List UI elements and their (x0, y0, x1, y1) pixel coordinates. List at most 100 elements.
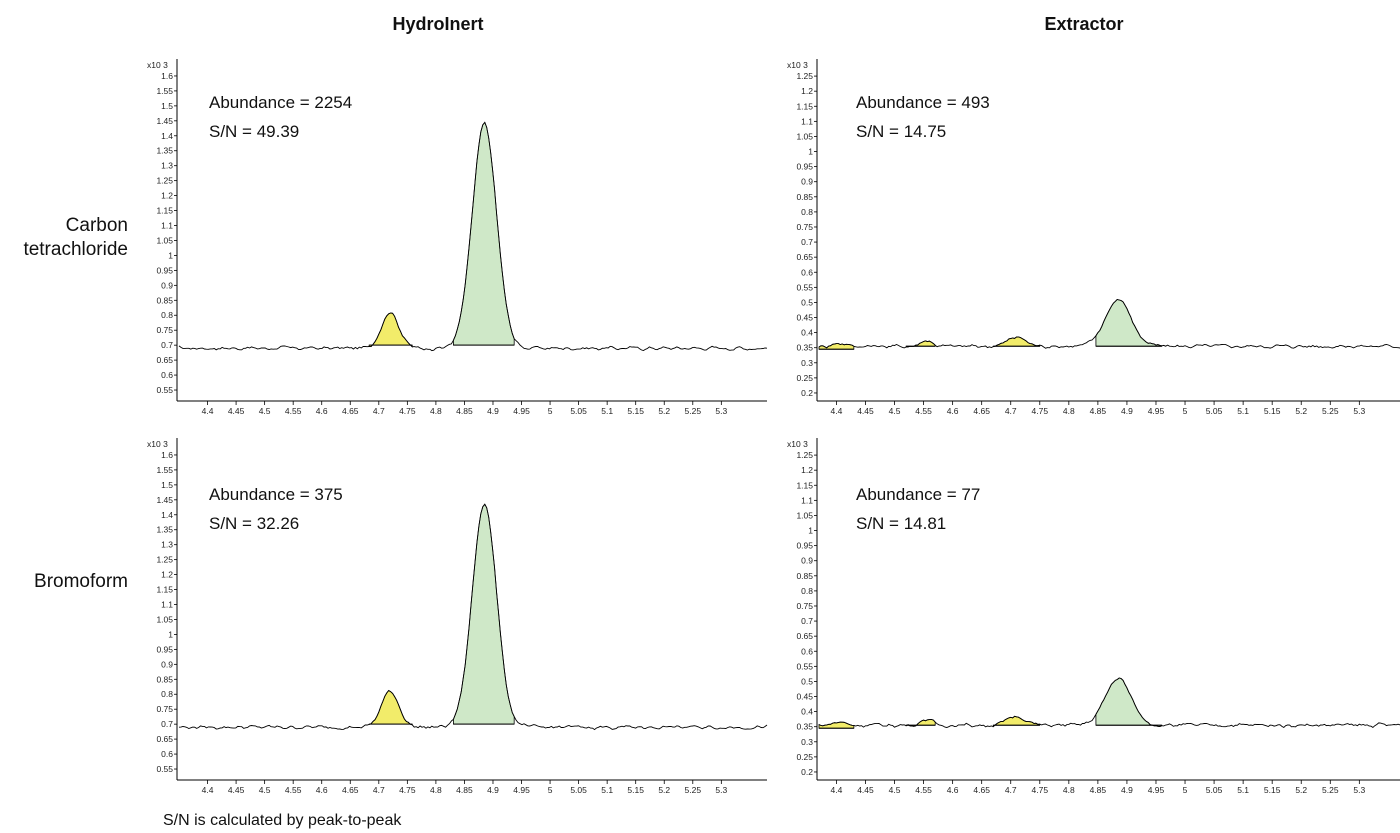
x-tick-label: 5 (548, 785, 553, 795)
y-tick-label: 1.2 (161, 570, 173, 580)
x-tick-label: 5.15 (1264, 406, 1281, 416)
x-tick-label: 5.3 (715, 785, 727, 795)
y-tick-label: 0.65 (156, 355, 173, 365)
row-label-bromoform: Bromoform (4, 570, 128, 594)
x-tick-label: 4.7 (373, 785, 385, 795)
y-tick-label: 0.8 (161, 689, 173, 699)
y-tick-label: 1.55 (156, 465, 173, 475)
x-tick-label: 4.9 (1121, 406, 1133, 416)
y-tick-label: 1.3 (161, 540, 173, 550)
y-tick-label: 1.55 (156, 86, 173, 96)
x-tick-label: 4.45 (228, 406, 245, 416)
y-tick-label: 1.4 (161, 131, 173, 141)
y-tick-label: 1 (808, 147, 813, 157)
x-tick-label: 4.7 (1005, 406, 1017, 416)
y-tick-label: 0.25 (796, 373, 813, 383)
abundance-label: Abundance = 77 (856, 480, 980, 509)
y-tick-label: 1.35 (156, 525, 173, 535)
x-tick-label: 4.55 (915, 785, 932, 795)
y-multiplier-label: x10 3 (147, 439, 168, 449)
x-tick-label: 4.9 (487, 406, 499, 416)
y-tick-label: 0.85 (156, 674, 173, 684)
x-tick-label: 4.7 (1005, 785, 1017, 795)
x-tick-label: 4.85 (1090, 406, 1107, 416)
x-tick-label: 5.2 (658, 406, 670, 416)
y-tick-label: 1.2 (161, 191, 173, 201)
x-tick-label: 5.1 (601, 406, 613, 416)
y-tick-label: 1.6 (161, 71, 173, 81)
y-tick-label: 1.45 (156, 116, 173, 126)
x-tick-label: 4.45 (857, 406, 874, 416)
y-tick-label: 1.4 (161, 510, 173, 520)
y-multiplier-label: x10 3 (147, 60, 168, 70)
y-tick-label: 0.9 (801, 177, 813, 187)
y-tick-label: 0.9 (801, 556, 813, 566)
y-tick-label: 0.7 (161, 340, 173, 350)
y-tick-label: 1.05 (796, 510, 813, 520)
y-tick-label: 0.65 (156, 734, 173, 744)
y-tick-label: 0.35 (796, 343, 813, 353)
y-tick-label: 1.2 (801, 86, 813, 96)
y-tick-label: 0.65 (796, 252, 813, 262)
y-multiplier-label: x10 3 (787, 60, 808, 70)
x-tick-label: 4.65 (342, 406, 359, 416)
y-tick-label: 0.4 (801, 328, 813, 338)
y-tick-label: 0.7 (161, 719, 173, 729)
y-tick-label: 0.5 (801, 297, 813, 307)
x-tick-label: 5.2 (1295, 785, 1307, 795)
y-tick-label: 1.5 (161, 480, 173, 490)
x-tick-label: 4.5 (259, 406, 271, 416)
minor-peak-area (369, 313, 412, 347)
x-tick-label: 5.3 (1353, 785, 1365, 795)
abundance-label: Abundance = 2254 (209, 88, 352, 117)
annotation-block: Abundance = 375 S/N = 32.26 (209, 480, 343, 538)
x-tick-label: 4.9 (487, 785, 499, 795)
x-tick-label: 4.6 (316, 785, 328, 795)
sn-label: S/N = 14.81 (856, 509, 980, 538)
y-tick-label: 0.55 (156, 764, 173, 774)
x-tick-label: 4.8 (430, 406, 442, 416)
y-tick-label: 1.5 (161, 101, 173, 111)
x-tick-label: 4.6 (316, 406, 328, 416)
annotation-block: Abundance = 493 S/N = 14.75 (856, 88, 990, 146)
x-tick-label: 5.05 (570, 785, 587, 795)
annotation-block: Abundance = 2254 S/N = 49.39 (209, 88, 352, 146)
y-tick-label: 0.3 (801, 737, 813, 747)
minor-peak-area (993, 337, 1040, 347)
y-tick-label: 1.15 (796, 101, 813, 111)
x-tick-label: 4.8 (1063, 406, 1075, 416)
x-tick-label: 4.5 (889, 406, 901, 416)
y-tick-label: 1.35 (156, 146, 173, 156)
y-tick-label: 1.1 (161, 221, 173, 231)
x-tick-label: 4.5 (259, 785, 271, 795)
y-tick-label: 0.8 (801, 207, 813, 217)
x-tick-label: 4.7 (373, 406, 385, 416)
x-tick-label: 4.65 (973, 406, 990, 416)
x-tick-label: 4.85 (456, 406, 473, 416)
y-tick-label: 0.65 (796, 631, 813, 641)
y-tick-label: 0.95 (156, 265, 173, 275)
x-tick-label: 5.05 (1206, 406, 1223, 416)
y-tick-label: 0.2 (801, 767, 813, 777)
x-tick-label: 5.15 (627, 785, 644, 795)
x-tick-label: 5.15 (1264, 785, 1281, 795)
y-tick-label: 0.85 (796, 192, 813, 202)
y-tick-label: 1.3 (161, 161, 173, 171)
x-tick-label: 4.5 (889, 785, 901, 795)
y-tick-label: 1.05 (156, 235, 173, 245)
y-multiplier-label: x10 3 (787, 439, 808, 449)
x-tick-label: 4.85 (1090, 785, 1107, 795)
y-tick-label: 1.15 (156, 585, 173, 595)
y-tick-label: 1 (168, 250, 173, 260)
x-tick-label: 4.55 (285, 785, 302, 795)
y-tick-label: 0.9 (161, 659, 173, 669)
x-tick-label: 5.25 (685, 785, 702, 795)
x-tick-label: 5.25 (1322, 406, 1339, 416)
y-tick-label: 1.2 (801, 465, 813, 475)
x-tick-label: 5.2 (658, 785, 670, 795)
y-tick-label: 0.6 (801, 267, 813, 277)
y-tick-label: 1.25 (796, 450, 813, 460)
y-tick-label: 1.6 (161, 450, 173, 460)
y-tick-label: 1 (808, 526, 813, 536)
x-tick-label: 5.3 (715, 406, 727, 416)
